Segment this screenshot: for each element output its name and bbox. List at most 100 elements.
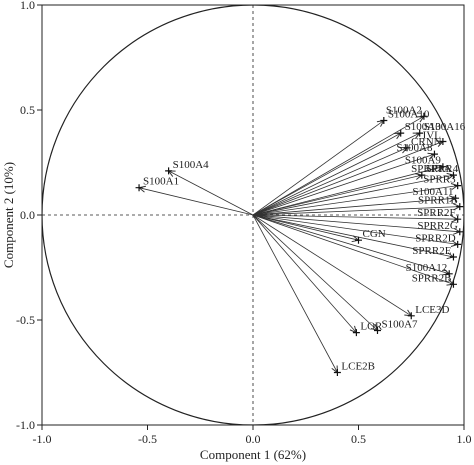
arrowhead <box>376 119 385 127</box>
point-marker <box>352 329 360 337</box>
point-label: SPRR2B <box>412 272 452 284</box>
point-label: S100A4 <box>173 159 210 171</box>
vector-line <box>252 174 422 216</box>
vector-s100a8 <box>252 150 438 216</box>
loading-labels: S100A4 S100A1 S100A2S100A10S100A3S100A16IV… <box>143 104 466 372</box>
vector-line <box>252 214 460 233</box>
point-marker <box>165 167 173 175</box>
point-label: SPRR2D <box>415 232 455 244</box>
vector-sprr2f <box>252 214 462 223</box>
x-tick-label: -1.0 <box>33 432 52 446</box>
point-marker <box>439 163 447 171</box>
vector-sprr3 <box>252 182 462 216</box>
point-marker <box>418 171 426 179</box>
vector-line <box>252 166 443 216</box>
vector-line <box>252 214 450 275</box>
point-marker <box>445 270 453 278</box>
point-label: S100A10 <box>388 109 430 121</box>
vector-s100a1 <box>135 184 254 216</box>
x-tick-label: 1.0 <box>457 432 472 446</box>
point-label: LCE3D <box>415 304 449 316</box>
vector-s100a2 <box>252 112 428 216</box>
vector-line <box>138 187 254 216</box>
point-label: SPRR2G <box>417 220 457 232</box>
vector-s100a3 <box>252 129 405 216</box>
vector-line <box>252 214 458 245</box>
vector-line <box>252 214 338 373</box>
point-marker <box>397 129 405 137</box>
vector-line <box>252 115 425 216</box>
x-tick-label: 0.0 <box>246 432 261 446</box>
point-label: S100A3 <box>405 121 442 133</box>
point-label: S100A8 <box>396 142 433 154</box>
point-marker <box>403 144 411 152</box>
vector-line <box>252 214 458 220</box>
point-marker <box>430 150 438 158</box>
y-axis-label: Component 2 (10%) <box>1 162 16 268</box>
vector-line <box>252 174 454 216</box>
vector-s100a7 <box>252 214 381 334</box>
point-marker <box>449 253 457 261</box>
vector-s100a9 <box>252 163 447 216</box>
point-marker <box>135 184 143 192</box>
vector-line <box>252 214 454 285</box>
vector-s100a12 <box>252 214 453 278</box>
vector-line <box>168 170 254 216</box>
vector-line <box>252 141 444 216</box>
arrowhead <box>404 309 413 317</box>
loading-vectors <box>135 112 464 376</box>
point-marker <box>333 369 341 376</box>
point-marker <box>454 215 462 223</box>
y-tick-label: 0.5 <box>20 103 35 117</box>
point-label: SPRR3 <box>423 174 456 186</box>
vector-line <box>252 147 408 216</box>
vector-sprr1a <box>252 171 457 216</box>
point-label: S100A7 <box>381 319 418 331</box>
y-tick-label: -1.0 <box>16 418 35 432</box>
vector-lce3d <box>252 214 415 320</box>
x-tick-label: 0.5 <box>351 432 366 446</box>
vector-line <box>252 214 412 317</box>
vector-line <box>252 214 378 331</box>
point-label: SPRR2E <box>412 245 451 257</box>
point-label: CGN <box>363 228 386 240</box>
vector-lce2b <box>252 214 341 376</box>
vector-sprr4 <box>252 171 426 216</box>
vector-line <box>252 206 460 216</box>
point-marker <box>380 117 388 124</box>
point-marker <box>456 203 464 211</box>
point-marker <box>420 112 428 120</box>
vector-line <box>252 153 435 216</box>
point-marker <box>449 280 457 288</box>
point-marker <box>373 327 381 334</box>
point-label: SPRR1B <box>418 195 458 207</box>
point-label: S100A12 <box>406 262 448 274</box>
point-label: LOR <box>360 321 383 333</box>
point-label: S100A11 <box>412 186 453 198</box>
point-label: IVL <box>423 130 442 142</box>
point-label: S100A1 <box>143 176 179 188</box>
point-marker <box>439 138 447 145</box>
vector-line <box>252 197 456 216</box>
point-label: LCE2B <box>341 361 375 373</box>
axis-ticks: -1.0 -0.5 0.0 0.5 1.0 1.0 0.5 0.0 -0.5 -1.0 <box>16 0 472 446</box>
point-marker <box>449 171 457 179</box>
vector-line <box>252 120 385 216</box>
vector-s100a4 <box>165 167 254 216</box>
vector-cgn <box>252 214 362 244</box>
y-tick-label: 0.0 <box>20 208 35 222</box>
vector-crnn <box>252 144 411 216</box>
x-axis-label: Component 1 (62%) <box>200 447 306 462</box>
point-marker <box>454 182 462 190</box>
point-label: SPRR2F <box>417 207 456 219</box>
vector-line <box>252 185 458 216</box>
point-label: CRNN <box>411 136 442 148</box>
point-marker <box>454 240 462 248</box>
point-marker <box>407 312 415 320</box>
y-tick-label: -0.5 <box>16 313 35 327</box>
point-marker <box>355 236 362 244</box>
vector-lor <box>252 214 360 337</box>
vector-line <box>252 214 357 333</box>
point-marker <box>456 228 464 236</box>
